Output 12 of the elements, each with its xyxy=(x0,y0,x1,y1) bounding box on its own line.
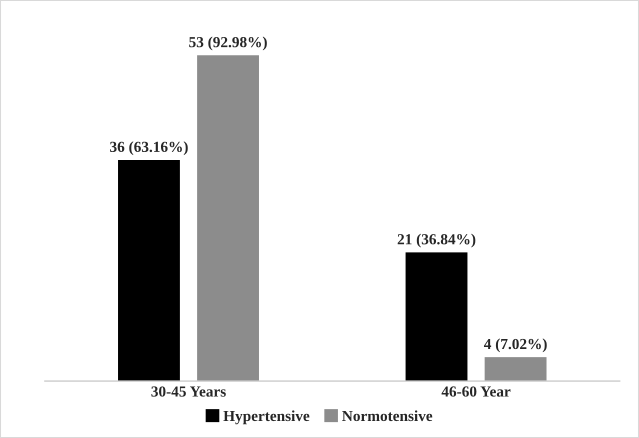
legend-label: Normotensive xyxy=(342,410,432,422)
bar xyxy=(116,158,182,382)
legend-label: Hypertensive xyxy=(223,410,310,424)
data-label: 36 (63.16%) xyxy=(110,141,188,156)
data-label: 4 (7.02%) xyxy=(484,338,547,352)
bar xyxy=(196,54,260,382)
data-label: 53 (92.98%) xyxy=(189,36,267,50)
x-tick-label: 30-45 Years xyxy=(151,386,226,397)
data-label: 21 (36.84%) xyxy=(398,234,476,248)
bar xyxy=(483,356,548,382)
bar xyxy=(404,250,469,382)
x-tick-label: 46-60 Year xyxy=(442,386,510,397)
